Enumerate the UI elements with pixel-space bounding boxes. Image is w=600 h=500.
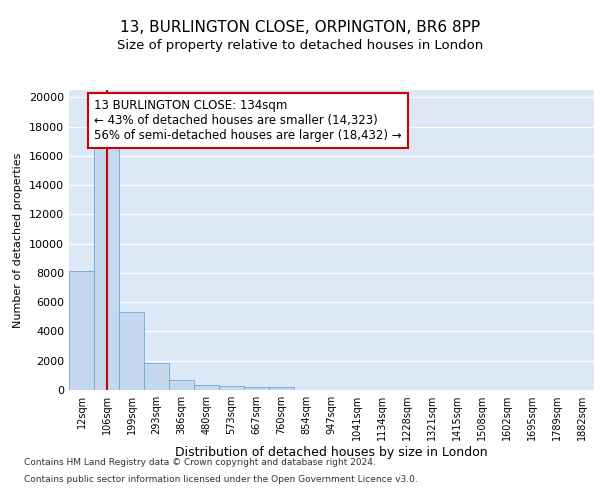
- Bar: [144, 363, 169, 390]
- Bar: [269, 387, 294, 390]
- Text: Size of property relative to detached houses in London: Size of property relative to detached ho…: [117, 38, 483, 52]
- Bar: [244, 387, 269, 390]
- Bar: [94, 147, 119, 390]
- Bar: [119, 312, 144, 390]
- Text: 13, BURLINGTON CLOSE, ORPINGTON, BR6 8PP: 13, BURLINGTON CLOSE, ORPINGTON, BR6 8PP: [120, 20, 480, 35]
- Text: 13 BURLINGTON CLOSE: 134sqm
← 43% of detached houses are smaller (14,323)
56% of: 13 BURLINGTON CLOSE: 134sqm ← 43% of det…: [94, 99, 401, 142]
- Y-axis label: Number of detached properties: Number of detached properties: [13, 152, 23, 328]
- Bar: [194, 385, 219, 390]
- Bar: [219, 386, 244, 390]
- Bar: [169, 380, 194, 390]
- X-axis label: Distribution of detached houses by size in London: Distribution of detached houses by size …: [175, 446, 488, 459]
- Text: Contains public sector information licensed under the Open Government Licence v3: Contains public sector information licen…: [24, 476, 418, 484]
- Bar: [69, 272, 94, 390]
- Text: Contains HM Land Registry data © Crown copyright and database right 2024.: Contains HM Land Registry data © Crown c…: [24, 458, 376, 467]
